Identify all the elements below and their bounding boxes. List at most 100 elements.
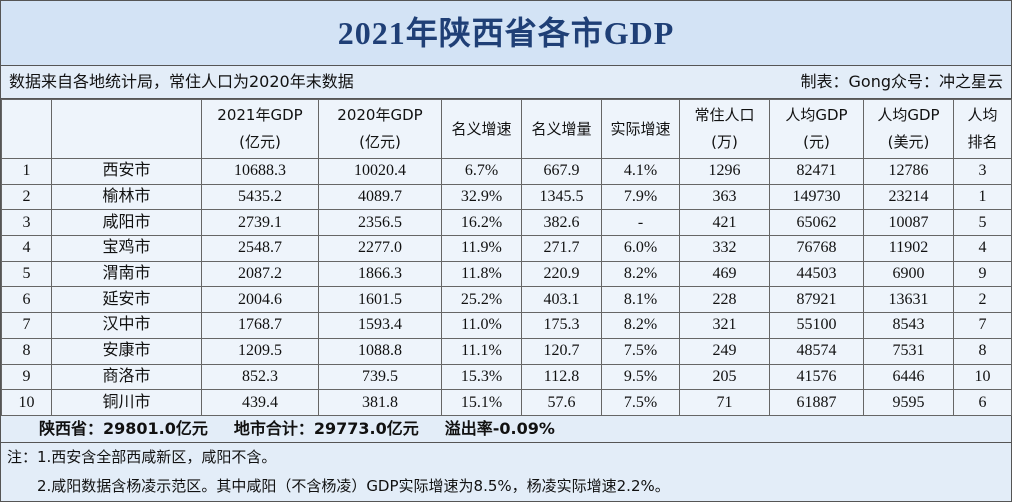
cell: 1 [953,183,1012,211]
cell: 1593.4 [318,312,442,339]
cell: 205 [679,363,770,391]
cell: 5 [1,260,52,288]
source-line: 数据来自各地统计局，常住人口为2020年末数据 制表：Gong众号：冲之星云 [1,66,1011,99]
cell: 2356.5 [318,209,442,237]
note: 注：1.西安含全部西咸新区，咸阳不含。 [7,447,277,466]
cell: 469 [679,260,770,288]
cell: 4 [953,235,1012,262]
cell: 9 [953,260,1012,288]
cell: 5435.2 [201,183,319,211]
cell: 41576 [769,363,864,391]
cell: 汉中市 [51,312,202,339]
cell: 667.9 [521,158,602,185]
cell: 321 [679,312,770,339]
cell: 421 [679,209,770,237]
cell: 381.8 [318,389,442,416]
cell: 10087 [863,209,954,237]
data-row: 4 宝鸡市 2548.7 2277.0 11.9% 271.7 6.0% 332 76768 11… [1,235,1012,262]
cell: 71 [679,389,770,416]
cell: 61887 [769,389,864,416]
header-cell: 人均 排名 [953,99,1012,159]
cell: 332 [679,235,770,262]
cell: 6 [953,389,1012,416]
header-line: 名义增速 [451,119,512,138]
cell: 6.7% [441,158,522,185]
cell: 8.1% [601,286,680,314]
header-line: 2020年GDP [337,106,423,124]
data-row: 10 铜川市 439.4 381.8 15.1% 57.6 7.5% 71 61887 9595 6 [1,389,1012,416]
cell: 220.9 [521,260,602,288]
cell: 15.3% [441,363,522,391]
cell: 延安市 [51,286,202,314]
header-line: 名义增量 [531,119,592,138]
table-body: 2021年GDP (亿元) 2020年GDP (亿元) 名义增速 名义增量 实际增速 常住人口… [1,99,1012,416]
source-left: 数据来自各地统计局，常住人口为2020年末数据 [9,72,354,91]
cell: 57.6 [521,389,602,416]
cell: 2087.2 [201,260,319,288]
cell: 8 [953,337,1012,365]
cell: 228 [679,286,770,314]
cell: 363 [679,183,770,211]
header-cell: 实际增速 [601,99,680,159]
header-cell: 2020年GDP (亿元) [318,99,442,159]
cell: 76768 [769,235,864,262]
header-line: (美元) [887,133,930,151]
summary-item: 陕西省：29801.0亿元 [39,418,208,438]
cell: 11.9% [441,235,522,262]
cell: 2548.7 [201,235,319,262]
cell: 6 [1,286,52,314]
cell: 6446 [863,363,954,391]
cell: 65062 [769,209,864,237]
cell: 44503 [769,260,864,288]
source-right: 制表：Gong众号：冲之星云 [800,72,1004,91]
header-line: 人均GDP [877,106,940,124]
cell: 8.2% [601,312,680,339]
cell: 9595 [863,389,954,416]
cell: 13631 [863,286,954,314]
header-line: 排名 [967,133,998,151]
cell: 3 [953,158,1012,185]
cell: 2277.0 [318,235,442,262]
cell: 271.7 [521,235,602,262]
cell: 7.5% [601,389,680,416]
cell: 16.2% [441,209,522,237]
cell: 48574 [769,337,864,365]
header-line: 实际增速 [610,119,671,138]
cell: 10 [1,389,52,416]
summary: 陕西省：29801.0亿元 地市合计：29773.0亿元 溢出率-0.09% [1,416,1011,443]
header-line: 常住人口 [694,106,755,124]
cell: 32.9% [441,183,522,211]
cell: 11902 [863,235,954,262]
cell: 7.5% [601,337,680,365]
cell: 1209.5 [201,337,319,365]
data-row: 2 榆林市 5435.2 4089.7 32.9% 1345.5 7.9% 363 149730… [1,183,1012,211]
cell: 120.7 [521,337,602,365]
cell: 15.1% [441,389,522,416]
cell: 11.8% [441,260,522,288]
header-cell [1,99,52,159]
data-row: 3 咸阳市 2739.1 2356.5 16.2% 382.6-421 65062 10087… [1,209,1012,237]
cell: 5 [953,209,1012,237]
cell: 175.3 [521,312,602,339]
cell: 8 [1,337,52,365]
cell: 9 [1,363,52,391]
cell: 4089.7 [318,183,442,211]
title: 2021年陕西省各市GDP [1,1,1011,66]
cell: 2 [1,183,52,211]
cell: 739.5 [318,363,442,391]
cell: 10 [953,363,1012,391]
note: 2.咸阳数据含杨凌示范区。其中咸阳（不含杨凌）GDP实际增速为8.5%，杨凌实际… [37,476,670,495]
header-line: (亿元) [239,133,281,151]
cell: 7 [1,312,52,339]
cell: 1601.5 [318,286,442,314]
cell: 安康市 [51,337,202,365]
header-cell: 人均GDP (美元) [863,99,954,159]
cell: 2 [953,286,1012,314]
header-cell: 名义增速 [441,99,522,159]
header-cell [51,99,202,159]
cell: 249 [679,337,770,365]
cell: 咸阳市 [51,209,202,237]
data-row: 6 延安市 2004.6 1601.5 25.2% 403.1 8.1% 228 87921 13… [1,286,1012,314]
cell: 23214 [863,183,954,211]
cell: 25.2% [441,286,522,314]
